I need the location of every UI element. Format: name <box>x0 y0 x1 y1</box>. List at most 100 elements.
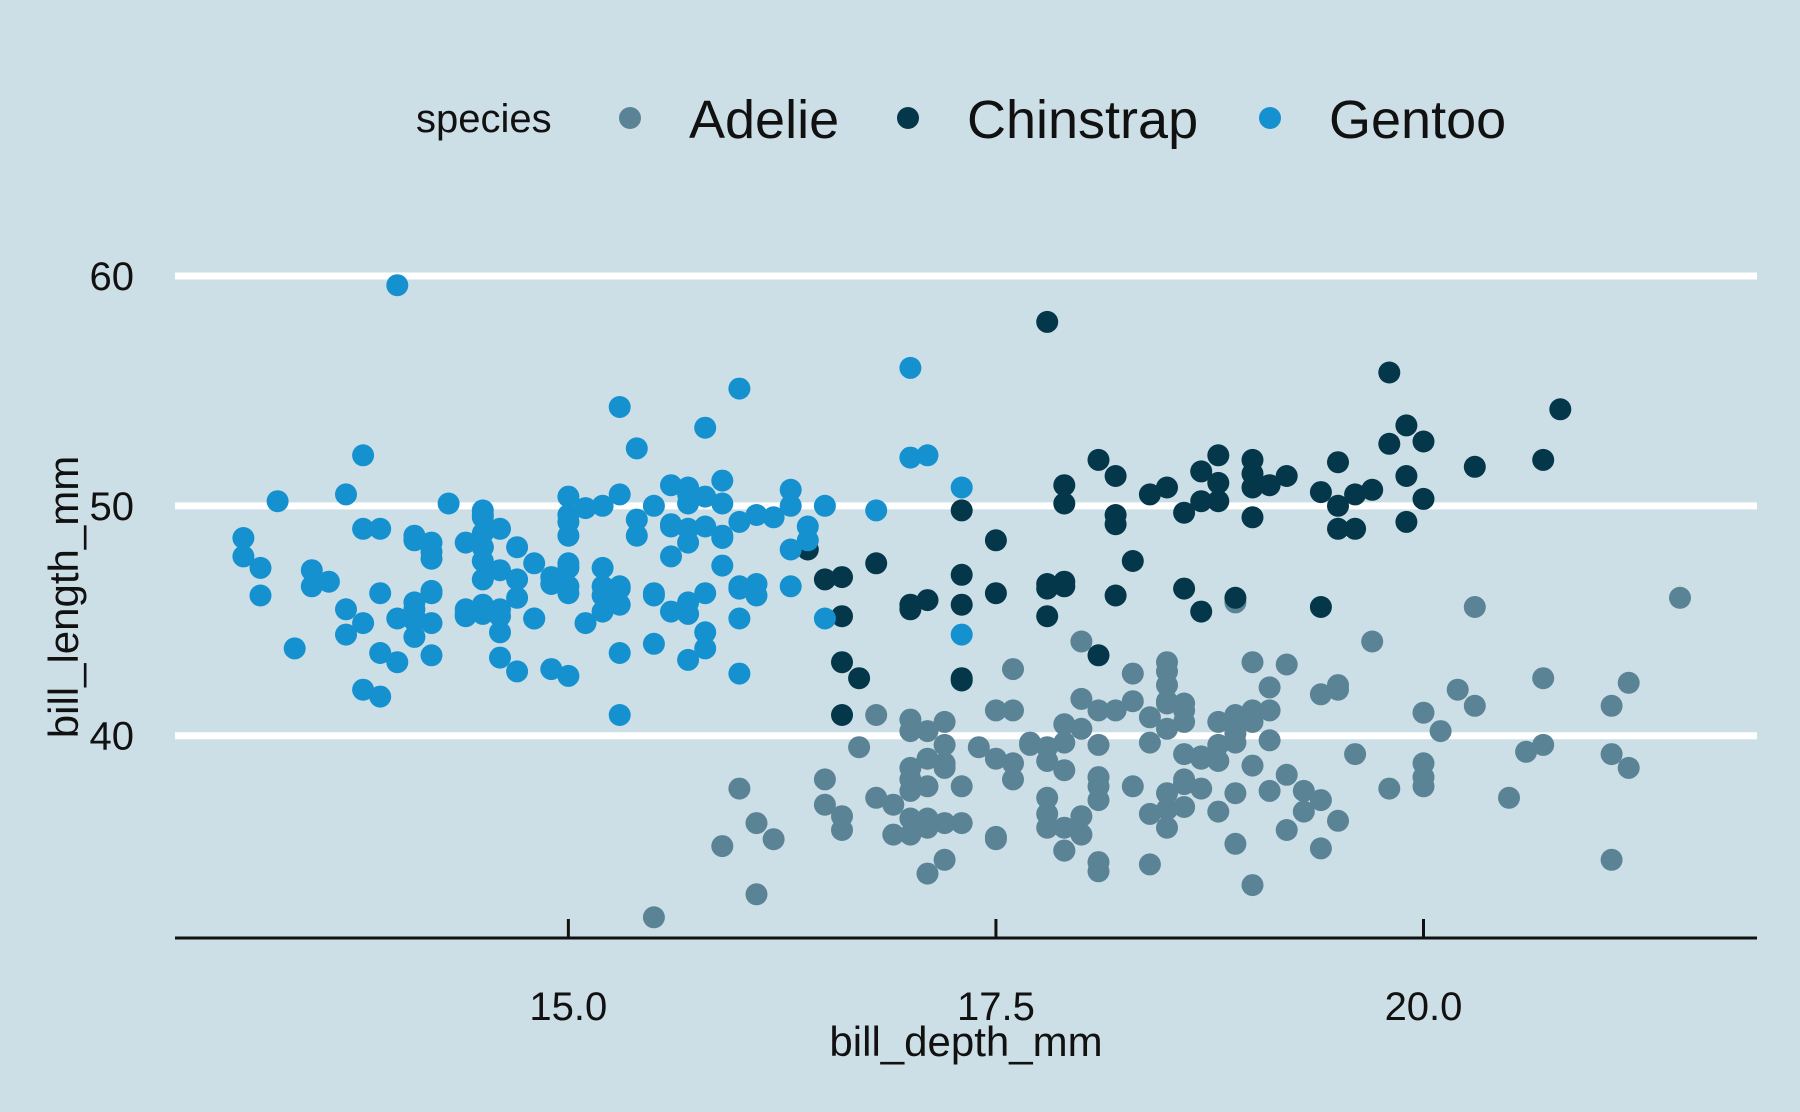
point-gentoo <box>283 637 306 660</box>
point-adelie <box>1224 731 1247 754</box>
point-chinstrap <box>1258 474 1281 497</box>
point-chinstrap <box>1395 465 1418 487</box>
point-gentoo <box>352 612 375 635</box>
point-gentoo <box>369 642 392 664</box>
point-chinstrap <box>950 667 973 690</box>
point-gentoo <box>369 517 392 540</box>
point-gentoo <box>369 582 392 605</box>
point-adelie <box>1327 674 1349 697</box>
point-gentoo <box>660 474 682 497</box>
point-adelie <box>1617 756 1640 779</box>
point-gentoo <box>420 612 443 635</box>
point-gentoo <box>728 575 751 598</box>
legend-title: species <box>416 97 552 141</box>
series-chinstrap <box>796 310 1572 726</box>
point-chinstrap <box>1241 506 1264 529</box>
series-gentoo <box>232 274 973 726</box>
point-chinstrap <box>1224 586 1247 609</box>
point-adelie <box>1173 699 1196 722</box>
point-chinstrap <box>865 552 888 575</box>
point-chinstrap <box>1207 490 1230 513</box>
point-adelie <box>933 848 956 871</box>
point-chinstrap <box>1138 483 1161 506</box>
point-gentoo <box>540 573 563 595</box>
point-chinstrap <box>1344 517 1367 540</box>
point-gentoo <box>489 559 511 582</box>
point-adelie <box>1309 837 1332 860</box>
point-adelie <box>1190 777 1213 800</box>
point-chinstrap <box>1412 487 1435 510</box>
point-chinstrap <box>1378 432 1401 455</box>
point-chinstrap <box>1275 465 1298 487</box>
point-chinstrap <box>1053 474 1076 497</box>
point-adelie <box>1173 773 1196 795</box>
point-gentoo <box>369 685 392 708</box>
point-gentoo <box>266 490 289 513</box>
point-gentoo <box>813 607 836 630</box>
point-gentoo <box>642 494 665 517</box>
point-gentoo <box>899 446 922 469</box>
point-gentoo <box>660 600 682 623</box>
point-gentoo <box>300 559 323 582</box>
point-chinstrap <box>1053 570 1076 593</box>
point-adelie <box>848 736 871 759</box>
point-chinstrap <box>1104 504 1127 526</box>
point-gentoo <box>694 637 717 660</box>
point-gentoo <box>660 545 682 568</box>
point-gentoo <box>591 575 614 598</box>
legend-label-chinstrap: Chinstrap <box>967 90 1198 150</box>
point-chinstrap <box>1121 550 1144 572</box>
point-adelie <box>1600 694 1623 717</box>
point-adelie <box>899 807 922 830</box>
point-adelie <box>899 823 922 846</box>
point-gentoo <box>625 437 648 460</box>
point-gentoo <box>489 598 511 621</box>
point-gentoo <box>625 508 648 531</box>
point-chinstrap <box>813 568 836 591</box>
point-adelie <box>1002 768 1024 791</box>
point-adelie <box>916 816 939 839</box>
point-gentoo <box>642 582 665 605</box>
point-adelie <box>967 736 990 759</box>
point-gentoo <box>352 517 375 540</box>
point-gentoo <box>642 632 665 655</box>
point-adelie <box>1344 743 1367 766</box>
y-tick-label: 60 <box>90 255 135 299</box>
point-adelie <box>916 720 939 743</box>
point-gentoo <box>386 607 409 630</box>
point-gentoo <box>728 662 751 685</box>
point-gentoo <box>745 584 768 607</box>
point-adelie <box>1361 630 1384 653</box>
point-chinstrap <box>1190 490 1213 513</box>
point-chinstrap <box>1395 414 1418 437</box>
point-adelie <box>1190 747 1213 770</box>
point-adelie <box>1241 651 1264 674</box>
point-adelie <box>1121 662 1144 685</box>
point-adelie <box>1019 731 1042 754</box>
point-adelie <box>882 823 905 846</box>
point-gentoo <box>625 524 648 547</box>
point-adelie <box>1378 777 1401 800</box>
point-adelie <box>1156 798 1178 821</box>
point-gentoo <box>420 579 443 602</box>
point-adelie <box>1087 699 1110 722</box>
point-adelie <box>745 812 768 835</box>
point-gentoo <box>454 602 477 625</box>
point-gentoo <box>506 660 529 683</box>
point-adelie <box>1156 782 1178 805</box>
point-chinstrap <box>1190 460 1213 483</box>
point-adelie <box>1429 720 1452 743</box>
point-chinstrap <box>1395 510 1418 533</box>
point-gentoo <box>728 377 751 400</box>
point-adelie <box>1121 775 1144 798</box>
point-adelie <box>984 747 1007 770</box>
point-adelie <box>1224 832 1247 855</box>
point-adelie <box>1036 816 1059 839</box>
point-adelie <box>1070 805 1093 828</box>
point-adelie <box>1070 717 1093 740</box>
point-gentoo <box>489 517 511 540</box>
point-gentoo <box>403 605 426 628</box>
point-adelie <box>1463 596 1486 618</box>
point-gentoo <box>677 492 700 515</box>
